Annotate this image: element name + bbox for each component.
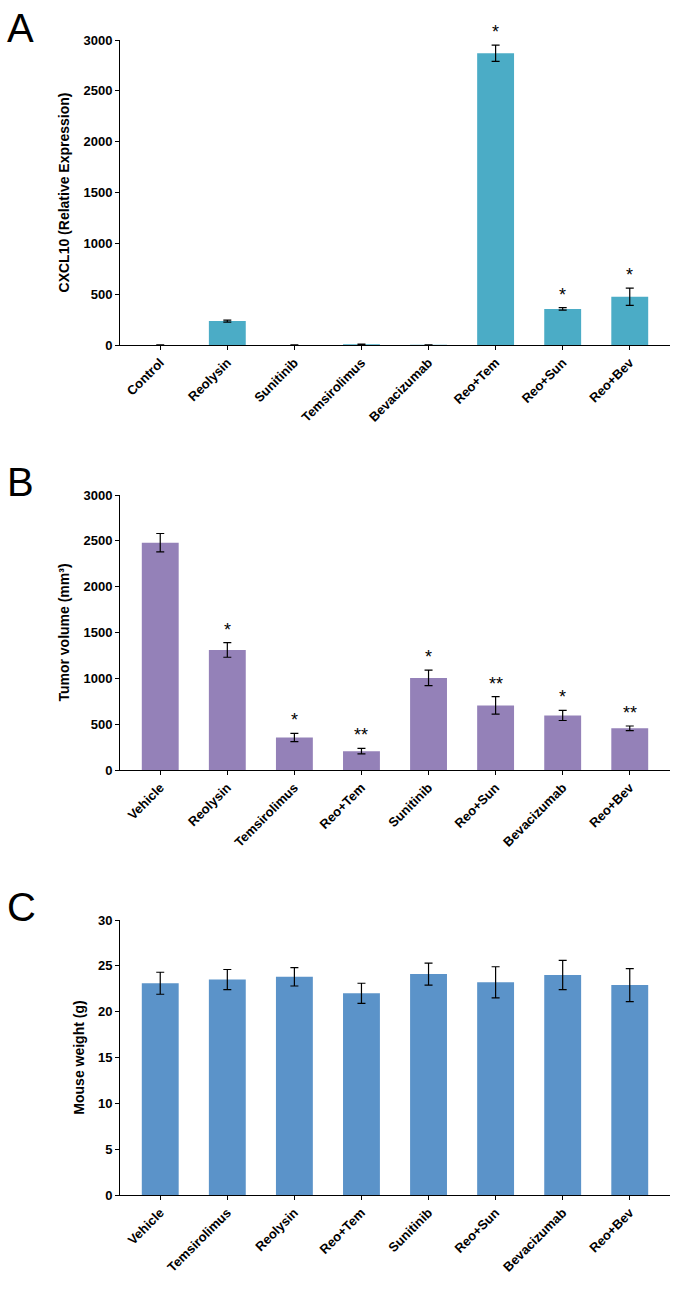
svg-text:**: ** <box>354 725 368 745</box>
svg-text:Bevacizumab: Bevacizumab <box>366 355 435 424</box>
svg-text:15: 15 <box>98 1050 112 1065</box>
svg-text:Reo+Sun: Reo+Sun <box>519 355 570 406</box>
svg-text:Bevacizumab: Bevacizumab <box>500 780 569 849</box>
svg-text:Sunitinib: Sunitinib <box>385 1205 435 1255</box>
svg-text:Reo+Bev: Reo+Bev <box>586 780 637 831</box>
svg-text:30: 30 <box>98 913 112 928</box>
svg-text:**: ** <box>489 674 503 694</box>
svg-text:3000: 3000 <box>83 33 112 48</box>
svg-text:0: 0 <box>105 763 112 778</box>
svg-text:Reo+Sun: Reo+Sun <box>452 780 503 831</box>
svg-text:5: 5 <box>105 1142 112 1157</box>
svg-text:2500: 2500 <box>83 83 112 98</box>
svg-text:Reo+Tem: Reo+Tem <box>317 1205 369 1257</box>
svg-text:Temsirolimus: Temsirolimus <box>231 780 301 850</box>
svg-text:Vehicle: Vehicle <box>125 780 167 822</box>
svg-text:500: 500 <box>91 717 113 732</box>
svg-text:Reo+Bev: Reo+Bev <box>586 1205 637 1256</box>
svg-text:Reo+Tem: Reo+Tem <box>451 355 503 407</box>
svg-text:10: 10 <box>98 1096 112 1111</box>
svg-text:500: 500 <box>91 287 113 302</box>
svg-text:*: * <box>425 647 432 667</box>
svg-text:25: 25 <box>98 958 112 973</box>
svg-text:20: 20 <box>98 1004 112 1019</box>
svg-text:C: C <box>7 885 36 929</box>
svg-text:*: * <box>559 285 566 305</box>
svg-text:*: * <box>492 22 499 42</box>
svg-text:2000: 2000 <box>83 579 112 594</box>
svg-text:*: * <box>559 687 566 707</box>
svg-text:*: * <box>224 620 231 640</box>
svg-text:**: ** <box>623 703 637 723</box>
svg-text:0: 0 <box>105 338 112 353</box>
svg-text:Temsirolimus: Temsirolimus <box>298 355 368 425</box>
svg-text:B: B <box>7 460 34 504</box>
svg-text:CXCL10 (Relative Expression): CXCL10 (Relative Expression) <box>56 93 72 293</box>
svg-text:Reolysin: Reolysin <box>185 780 234 829</box>
svg-text:1500: 1500 <box>83 625 112 640</box>
svg-text:Sunitinib: Sunitinib <box>385 780 435 830</box>
svg-text:1500: 1500 <box>83 185 112 200</box>
svg-text:1000: 1000 <box>83 236 112 251</box>
svg-text:A: A <box>7 6 34 50</box>
svg-text:Reo+Tem: Reo+Tem <box>317 780 369 832</box>
svg-text:Temsirolimus: Temsirolimus <box>164 1205 234 1275</box>
svg-text:0: 0 <box>105 1188 112 1203</box>
svg-text:Reo+Sun: Reo+Sun <box>452 1205 503 1256</box>
svg-text:Sunitinib: Sunitinib <box>251 355 301 405</box>
svg-text:Bevacizumab: Bevacizumab <box>500 1205 569 1274</box>
svg-text:Vehicle: Vehicle <box>125 1205 167 1247</box>
svg-text:Mouse weight (g): Mouse weight (g) <box>71 1000 87 1114</box>
svg-text:Reolysin: Reolysin <box>252 1205 301 1254</box>
svg-text:*: * <box>291 710 298 730</box>
svg-text:Control: Control <box>124 355 167 398</box>
svg-text:*: * <box>626 265 633 285</box>
svg-text:Tumor volume (mm³): Tumor volume (mm³) <box>56 563 72 701</box>
svg-text:2000: 2000 <box>83 134 112 149</box>
svg-text:Reo+Bev: Reo+Bev <box>586 355 637 406</box>
svg-text:1000: 1000 <box>83 671 112 686</box>
svg-text:Reolysin: Reolysin <box>185 355 234 404</box>
svg-text:3000: 3000 <box>83 488 112 503</box>
svg-text:2500: 2500 <box>83 533 112 548</box>
